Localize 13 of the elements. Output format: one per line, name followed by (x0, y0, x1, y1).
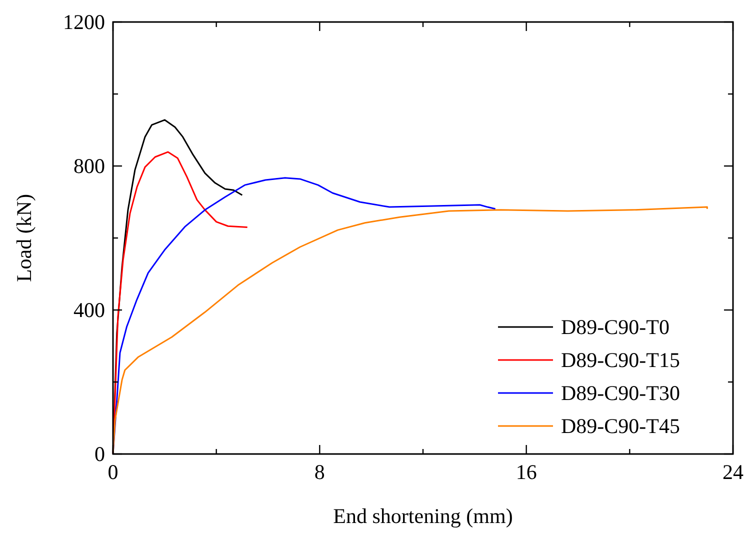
y-tick-label: 1200 (63, 10, 105, 34)
y-axis-title: Load (kN) (12, 194, 36, 282)
y-tick-label: 400 (74, 298, 105, 322)
legend-label: D89-C90-T15 (561, 348, 680, 372)
y-tick-label: 0 (94, 442, 105, 466)
x-tick-label: 8 (314, 460, 325, 484)
x-tick-label: 24 (722, 460, 744, 484)
x-axis-title: End shortening (mm) (333, 504, 513, 528)
legend-label: D89-C90-T30 (561, 381, 680, 405)
legend-label: D89-C90-T45 (561, 414, 680, 438)
y-tick-label: 800 (74, 154, 105, 178)
legend-label: D89-C90-T0 (561, 315, 670, 339)
x-tick-label: 16 (516, 460, 537, 484)
